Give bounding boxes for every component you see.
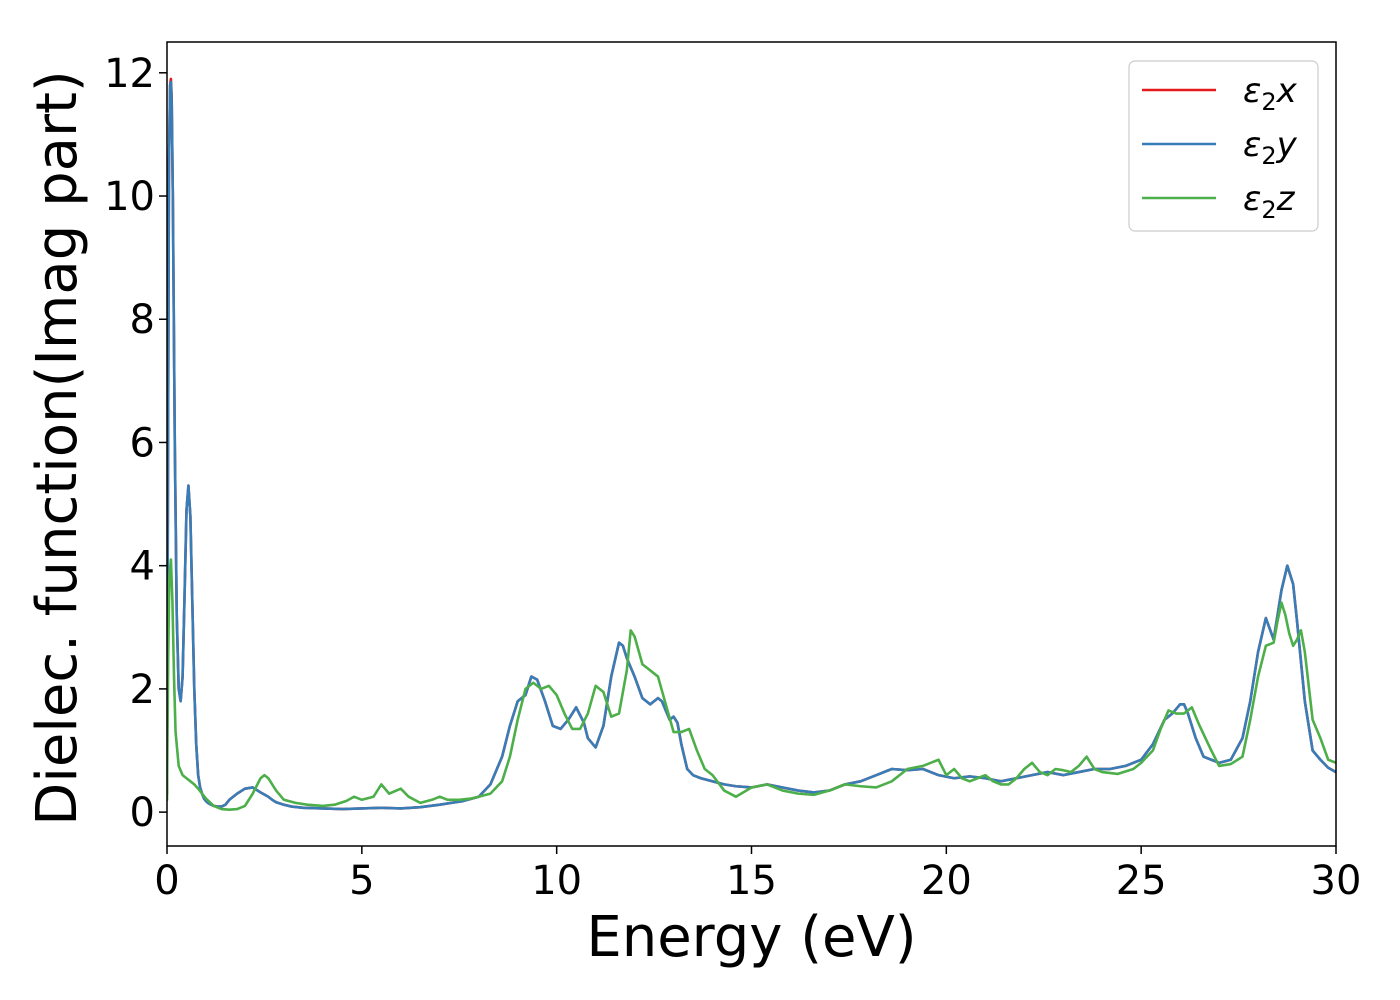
legend-box	[1128, 60, 1319, 232]
legend-label: ε2z	[1243, 179, 1296, 224]
y-tick-label: 8	[130, 297, 155, 343]
series-line-z	[167, 558, 1336, 811]
x-tick-label: 10	[531, 858, 582, 904]
y-axis-ticks: 0 2 4 6 8 10 12	[104, 51, 167, 836]
legend-label: ε2x	[1243, 71, 1298, 116]
y-tick-label: 6	[130, 420, 155, 466]
x-axis-ticks: 0 5 10 15 20 25 30	[154, 846, 1361, 904]
x-axis-title: Energy (eV)	[586, 905, 916, 970]
x-tick-label: 15	[726, 858, 777, 904]
y-tick-label: 12	[104, 51, 155, 97]
x-tick-label: 25	[1116, 858, 1167, 904]
legend-entry-y: ε2y	[1142, 125, 1298, 170]
x-tick-label: 0	[154, 858, 179, 904]
x-tick-label: 30	[1311, 858, 1362, 904]
y-tick-label: 0	[130, 790, 155, 836]
legend-label: ε2y	[1243, 125, 1298, 170]
legend-entry-x: ε2x	[1142, 71, 1298, 116]
x-tick-label: 5	[349, 858, 374, 904]
y-tick-label: 10	[104, 174, 155, 220]
y-axis-title: Dielec. function(Imag part)	[25, 70, 90, 826]
x-tick-label: 20	[921, 858, 972, 904]
legend-entry-z: ε2z	[1142, 179, 1296, 224]
y-tick-label: 2	[130, 667, 155, 713]
y-tick-label: 4	[130, 544, 155, 590]
legend: ε2x ε2y ε2z	[1128, 60, 1319, 232]
series-layer	[167, 77, 1336, 811]
